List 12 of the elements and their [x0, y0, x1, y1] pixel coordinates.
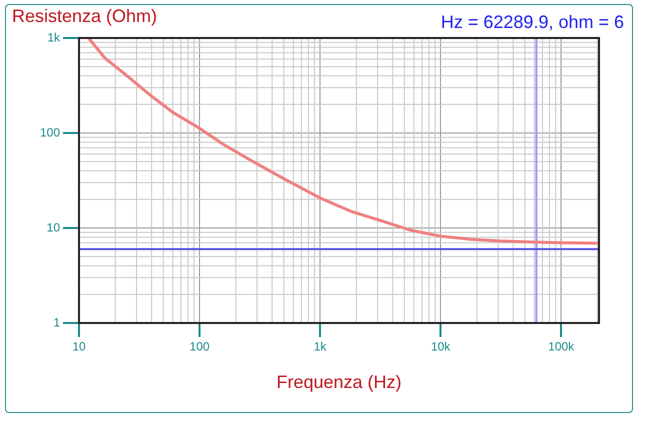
x-axis-title: Frequenza (Hz) [276, 372, 402, 392]
x-tick-label: 100k [548, 340, 576, 354]
y-tick-label: 1k [47, 30, 61, 44]
x-tick-label: 1k [314, 340, 328, 354]
x-tick-label: 10 [72, 340, 86, 354]
y-tick-label: 10 [46, 220, 60, 234]
text: Hz = 62289.9, ohm = 6 [440, 12, 624, 32]
y-tick-label: 100 [40, 125, 60, 140]
x-tick-label: 100 [190, 340, 210, 354]
x-tick-label: 10k [430, 340, 452, 354]
y-tick-label: 1 [53, 315, 60, 330]
y-axis-title: Resistenza (Ohm) [12, 6, 158, 26]
